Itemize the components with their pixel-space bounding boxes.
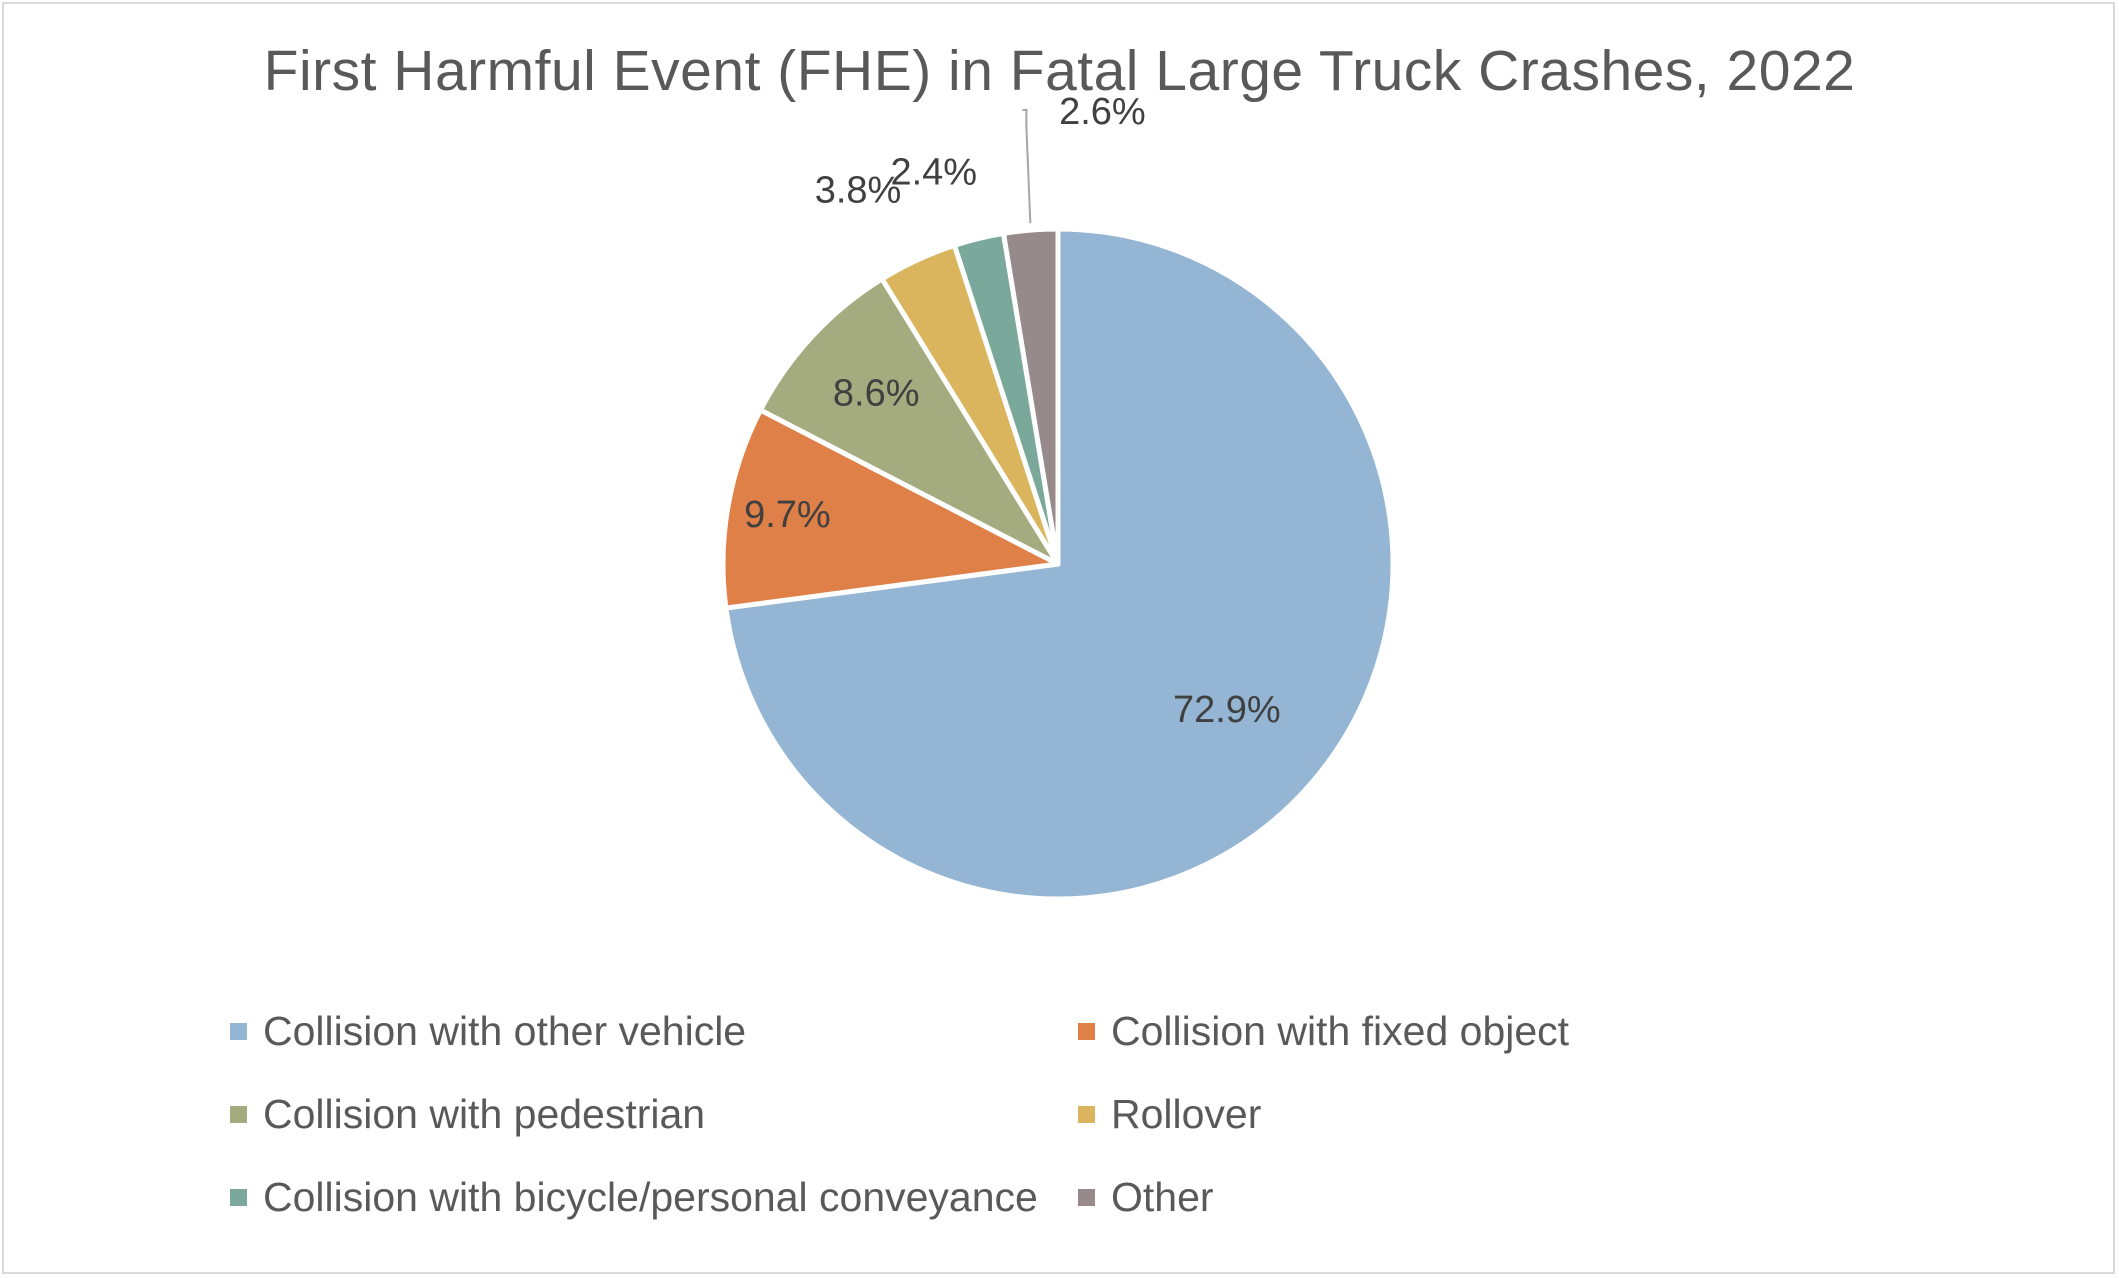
legend-label: Collision with bicycle/personal conveyan… [263,1174,1038,1220]
legend-item: Other [1078,1174,1214,1221]
data-label: 2.4% [890,152,977,194]
legend-swatch [230,1106,247,1123]
data-label: 72.9% [1173,689,1281,731]
legend-label: Collision with pedestrian [263,1091,706,1137]
legend-item: Rollover [1078,1091,1261,1138]
data-label: 8.6% [833,372,920,414]
legend-item: Collision with pedestrian [230,1091,705,1138]
leader-line [1022,108,1032,224]
legend-label: Rollover [1111,1091,1262,1137]
legend-swatch [230,1189,247,1206]
chart-title: First Harmful Event (FHE) in Fatal Large… [263,39,1856,103]
data-label: 3.8% [815,169,902,211]
legend-label: Collision with fixed object [1111,1008,1570,1054]
chart-legend: Collision with other vehicle Collision wi… [230,1008,1930,1268]
pie-slice-other [1001,226,1061,567]
data-label: 2.6% [1059,91,1146,133]
legend-label: Collision with other vehicle [263,1008,747,1054]
pie-slice-collision-with-fixed-object [720,407,1061,611]
legend-swatch [1078,1189,1095,1206]
legend-item: Collision with bicycle/personal conveyan… [230,1174,1038,1221]
legend-item: Collision with other vehicle [230,1008,746,1055]
legend-swatch [1078,1106,1095,1123]
legend-swatch [230,1023,247,1040]
legend-label: Other [1111,1174,1214,1220]
legend-swatch [1078,1023,1095,1040]
legend-item: Collision with fixed object [1078,1008,1569,1055]
pie-slice-collision-with-pedestrian [757,276,1061,567]
data-label: 9.7% [744,494,831,536]
